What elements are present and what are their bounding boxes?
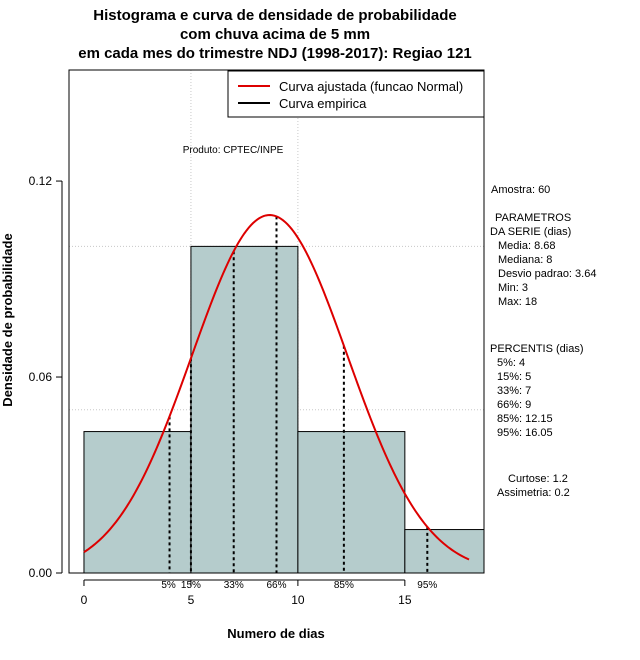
percentile-label-4: 85% xyxy=(334,580,354,591)
chart-title-line-2: com chuva acima de 5 mm xyxy=(180,26,370,43)
x-tick-label-1: 5 xyxy=(188,593,195,607)
y-tick-label-2: 0.12 xyxy=(29,174,53,188)
plot-frame xyxy=(68,69,485,574)
x-tick-label-0: 0 xyxy=(81,593,88,607)
kurtosis: Curtose: 1.2 xyxy=(508,473,568,485)
histogram-bar-1 xyxy=(190,245,299,574)
y-axis-title: Densidade de probabilidade xyxy=(0,233,15,406)
fitted-normal-curve xyxy=(83,214,470,561)
param-median: Mediana: 8 xyxy=(498,254,552,266)
x-tick-label-2: 10 xyxy=(291,593,305,607)
y-tick-label-0: 0.00 xyxy=(29,566,53,580)
curve-layer xyxy=(83,214,470,561)
percentil-33: 33%: 7 xyxy=(497,385,531,397)
legend-box xyxy=(227,70,485,118)
param-max: Max: 18 xyxy=(498,296,537,308)
percentile-label-5: 95% xyxy=(417,580,437,591)
axes-layer: 0 5 10 15 0.00 0.06 0.12 xyxy=(29,174,412,607)
percentis-heading: PERCENTIS (dias) xyxy=(490,343,584,355)
percentil-95: 95%: 16.05 xyxy=(497,427,553,439)
percentil-5: 5%: 4 xyxy=(497,357,525,369)
legend-label-fitted: Curva ajustada (funcao Normal) xyxy=(279,79,463,94)
percentil-15: 15%: 5 xyxy=(497,371,531,383)
percentile-label-2: 33% xyxy=(224,580,244,591)
param-mean: Media: 8.68 xyxy=(498,240,555,252)
legend: Curva ajustada (funcao Normal) Curva emp… xyxy=(227,70,485,118)
product-annotation: Produto: CPTEC/INPE xyxy=(183,145,284,156)
x-tick-label-3: 15 xyxy=(398,593,412,607)
histogram-bar-2 xyxy=(297,431,406,574)
x-axis-title: Numero de dias xyxy=(227,626,325,641)
percentil-85: 85%: 12.15 xyxy=(497,413,553,425)
y-tick-label-1: 0.06 xyxy=(29,370,53,384)
params-heading: PARAMETROS xyxy=(495,212,571,224)
percentile-label-3: 66% xyxy=(266,580,286,591)
sample-size: Amostra: 60 xyxy=(491,184,550,196)
skewness: Assimetria: 0.2 xyxy=(497,487,570,499)
histogram-bar-3 xyxy=(404,529,485,574)
side-panel: Amostra: 60 PARAMETROS DA SERIE (dias) M… xyxy=(490,184,596,499)
bars-layer xyxy=(83,245,485,574)
chart-title-line-3: em cada mes do trimestre NDJ (1998-2017)… xyxy=(78,45,472,62)
params-subheading: DA SERIE (dias) xyxy=(490,226,571,238)
param-min: Min: 3 xyxy=(498,282,528,294)
percentil-66: 66%: 9 xyxy=(497,399,531,411)
percentile-label-0: 5% xyxy=(161,580,176,591)
histogram-bar-0 xyxy=(83,431,192,574)
param-sd: Desvio padrao: 3.64 xyxy=(498,268,596,280)
legend-label-empirical: Curva empirica xyxy=(279,96,367,111)
chart-title-line-1: Histograma e curva de densidade de proba… xyxy=(93,7,456,24)
